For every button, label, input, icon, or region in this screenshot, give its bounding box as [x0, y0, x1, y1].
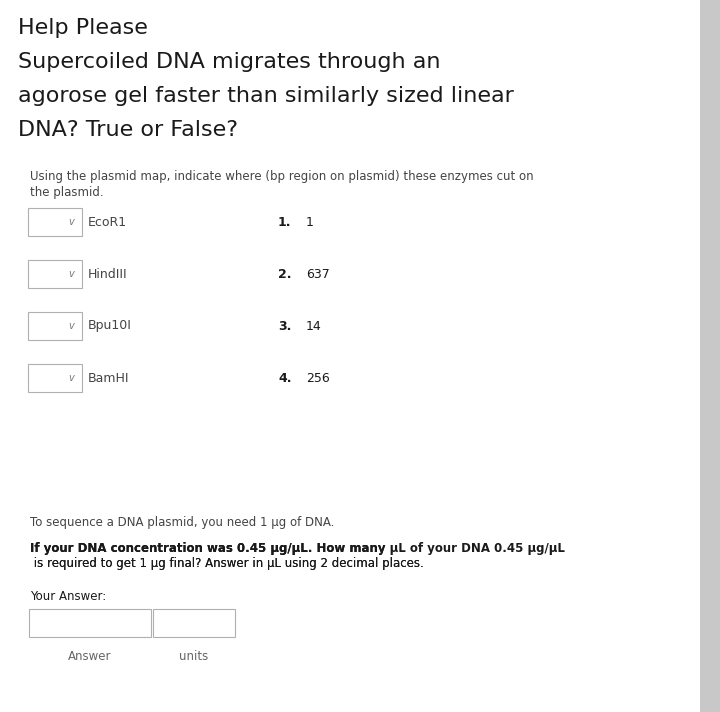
FancyBboxPatch shape [28, 260, 82, 288]
Text: EcoR1: EcoR1 [88, 216, 127, 229]
Text: is required to get 1 μg final? Answer in μL using 2 decimal places.: is required to get 1 μg final? Answer in… [30, 557, 424, 570]
FancyBboxPatch shape [29, 609, 151, 637]
Text: 14: 14 [306, 320, 322, 333]
Text: v: v [68, 373, 74, 383]
Text: Bpu10I: Bpu10I [88, 320, 132, 333]
Text: Your Answer:: Your Answer: [30, 590, 107, 603]
Text: DNA? True or False?: DNA? True or False? [18, 120, 238, 140]
Text: 256: 256 [306, 372, 330, 384]
Text: If your DNA concentration was 0.45 μg/μL. How many: If your DNA concentration was 0.45 μg/μL… [30, 542, 390, 555]
Text: If your DNA concentration was 0.45 μg/μL. How many μL of your DNA 0.45 μg/μL: If your DNA concentration was 0.45 μg/μL… [30, 542, 565, 555]
Text: To sequence a DNA plasmid, you need 1 μg of DNA.: To sequence a DNA plasmid, you need 1 μg… [30, 516, 334, 529]
Text: 2.: 2. [278, 268, 292, 281]
Text: the plasmid.: the plasmid. [30, 186, 104, 199]
Text: Supercoiled DNA migrates through an: Supercoiled DNA migrates through an [18, 52, 441, 72]
Text: HindIII: HindIII [88, 268, 127, 281]
Text: 637: 637 [306, 268, 330, 281]
Text: v: v [68, 269, 74, 279]
Text: Answer: Answer [68, 650, 112, 663]
Text: v: v [68, 321, 74, 331]
FancyBboxPatch shape [28, 208, 82, 236]
Text: 1.: 1. [278, 216, 292, 229]
Text: Help Please: Help Please [18, 18, 148, 38]
Text: 1: 1 [306, 216, 314, 229]
Text: 4.: 4. [278, 372, 292, 384]
Text: v: v [68, 217, 74, 227]
Text: agorose gel faster than similarly sized linear: agorose gel faster than similarly sized … [18, 86, 514, 106]
Text: Using the plasmid map, indicate where (bp region on plasmid) these enzymes cut o: Using the plasmid map, indicate where (b… [30, 170, 534, 183]
FancyBboxPatch shape [28, 312, 82, 340]
FancyBboxPatch shape [700, 0, 720, 712]
FancyBboxPatch shape [153, 609, 235, 637]
Text: 3.: 3. [278, 320, 292, 333]
Text: units: units [179, 650, 209, 663]
Text: BamHI: BamHI [88, 372, 130, 384]
FancyBboxPatch shape [0, 0, 700, 712]
Text: is required to get 1 μg final? Answer in μL using 2 decimal places.: is required to get 1 μg final? Answer in… [30, 557, 424, 570]
FancyBboxPatch shape [28, 364, 82, 392]
